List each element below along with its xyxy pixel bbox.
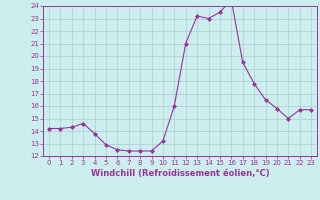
X-axis label: Windchill (Refroidissement éolien,°C): Windchill (Refroidissement éolien,°C) (91, 169, 269, 178)
